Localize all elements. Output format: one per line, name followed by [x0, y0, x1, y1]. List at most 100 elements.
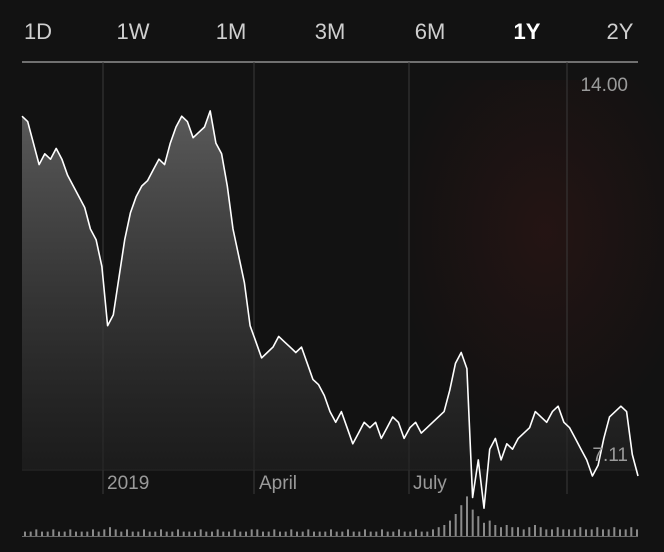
volume-bar [194, 531, 196, 536]
volume-bar [75, 531, 77, 536]
volume-bar [313, 531, 315, 536]
volume-bar [488, 520, 491, 536]
volume-bar [52, 529, 55, 536]
volume-bar [63, 531, 66, 536]
volume-bar [539, 527, 542, 536]
volume-bar [471, 509, 474, 536]
y-min-label: 7.11 [592, 445, 628, 466]
volume-bar [483, 522, 485, 536]
volume-bar [522, 529, 525, 536]
volume-bars [22, 496, 638, 537]
volume-bar [296, 531, 298, 536]
volume-bar [92, 529, 94, 536]
tab-1m[interactable]: 1M [215, 19, 247, 44]
volume-bar [630, 527, 633, 536]
volume-bar [97, 531, 100, 536]
volume-bar [148, 531, 151, 536]
volume-bar [534, 525, 536, 536]
volume-bar [41, 531, 43, 536]
volume-bar [585, 529, 587, 536]
volume-bar [165, 531, 168, 536]
volume-bar [211, 531, 213, 536]
volume-bar [403, 531, 406, 536]
volume-bar [307, 529, 310, 536]
volume-bar [171, 531, 174, 536]
volume-bar [324, 531, 327, 536]
volume-bar [392, 531, 395, 536]
tab-1w[interactable]: 1W [116, 19, 150, 44]
volume-bar [556, 527, 559, 536]
tab-6m[interactable]: 6M [414, 19, 446, 44]
volume-bar [256, 529, 259, 536]
volume-bar [120, 531, 123, 536]
volume-bar [347, 529, 349, 536]
volume-bar [222, 531, 225, 536]
volume-bar [114, 529, 117, 536]
volume-bar [177, 529, 179, 536]
volume-bar [279, 531, 281, 536]
volume-bar [477, 516, 480, 536]
volume-bar [517, 527, 519, 536]
volume-bar [460, 505, 463, 536]
volume-bar [131, 531, 134, 536]
volume-bar [364, 529, 366, 536]
volume-bar [86, 531, 89, 536]
y-max-label: 14.00 [580, 75, 628, 96]
volume-bar [233, 529, 236, 536]
volume-bar [551, 529, 553, 536]
volume-bar [29, 531, 32, 536]
volume-bar [466, 496, 468, 536]
volume-bar [80, 531, 83, 536]
volume-bar [199, 529, 202, 536]
volume-bar [528, 527, 531, 536]
background-glow [380, 80, 664, 460]
volume-bar [420, 531, 423, 536]
volume-bar [103, 529, 106, 536]
price-area [22, 110, 638, 509]
volume-bar [358, 531, 361, 536]
volume-bar [511, 527, 514, 536]
volume-bar [443, 525, 446, 536]
volume-bar [454, 514, 457, 536]
volume-bar [284, 531, 287, 536]
volume-bar [267, 531, 270, 536]
volume-bar [216, 529, 219, 536]
volume-bar [426, 531, 429, 536]
volume-bar [437, 527, 440, 536]
volume-bar [137, 531, 140, 536]
volume-bar [228, 531, 230, 536]
volume-bar [375, 531, 378, 536]
volume-bar [69, 529, 72, 536]
tab-3m[interactable]: 3M [314, 19, 346, 44]
volume-bar [58, 531, 60, 536]
volume-bar [562, 529, 565, 536]
volume-bar [636, 529, 638, 536]
volume-bar [35, 529, 38, 536]
volume-bar [398, 529, 400, 536]
volume-bar [250, 529, 253, 536]
tab-2y[interactable]: 2Y [606, 19, 634, 44]
volume-bar [590, 529, 593, 536]
volume-bar [545, 529, 548, 536]
volume-bar [573, 529, 576, 536]
volume-bar [619, 529, 621, 536]
chart-labels: 14.00 7.11 2019 April July [107, 75, 628, 494]
tab-1y[interactable]: 1Y [513, 19, 541, 44]
volume-bar [239, 531, 242, 536]
volume-bar [409, 531, 412, 536]
chart-area-layer [21, 110, 639, 509]
volume-bar [596, 527, 599, 536]
volume-bar [386, 531, 389, 536]
tab-1d[interactable]: 1D [23, 19, 53, 44]
volume-bar [568, 529, 570, 536]
volume-bar [381, 529, 383, 536]
volume-bar [415, 529, 417, 536]
volume-bar [143, 529, 145, 536]
volume-bar [273, 529, 276, 536]
volume-bar [624, 529, 627, 536]
volume-bar [290, 529, 293, 536]
volume-bar [188, 531, 191, 536]
volume-bar [262, 531, 264, 536]
volume-bar [494, 525, 497, 536]
